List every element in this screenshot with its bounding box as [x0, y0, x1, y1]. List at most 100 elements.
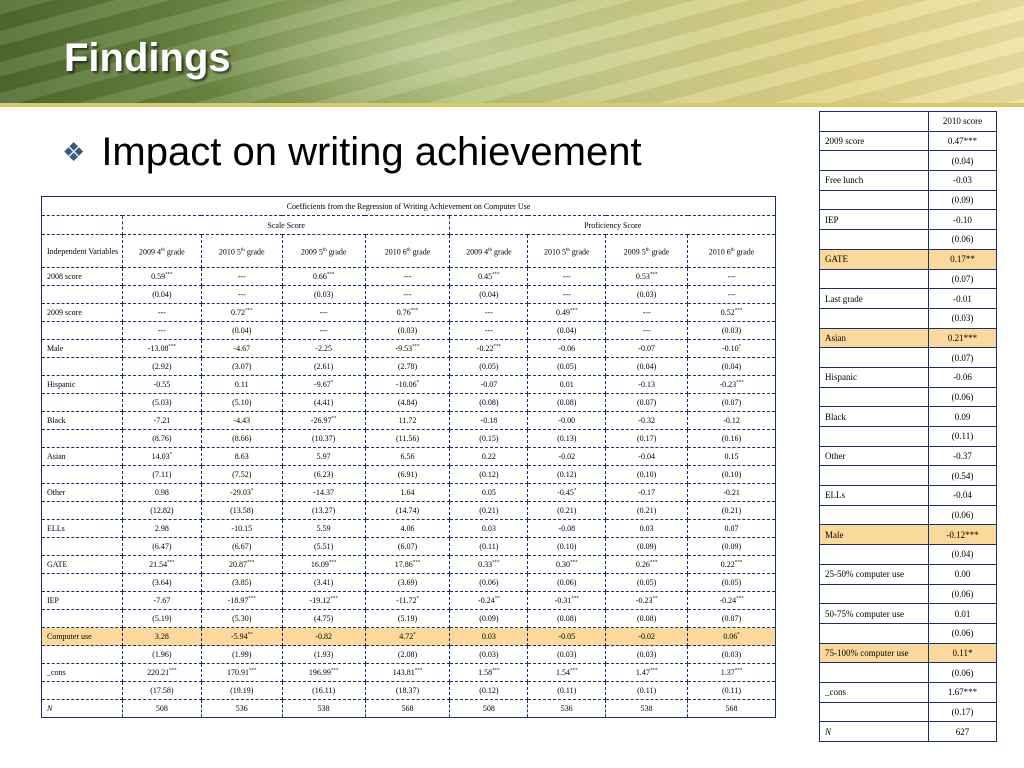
table-row: (12.82) (13.58) (13.27) (14.74) (0.21) (0.21)… — [41, 501, 776, 520]
cell-value: 508 — [155, 704, 168, 713]
table-cell: 538 — [281, 699, 366, 718]
side-table-row: (0.17) — [819, 701, 997, 723]
side-row-label: Hispanic — [819, 366, 929, 388]
side-row-value: (0.09) — [928, 189, 997, 211]
table-row: 2008 score 0.59*** --- 0.66*** --- 0.45*** ---… — [41, 267, 776, 286]
cell-value: -9.67 — [314, 380, 331, 389]
table-cell: -18.97*** — [200, 591, 283, 610]
side-row-value: (0.03) — [928, 307, 997, 329]
row-label — [41, 429, 123, 448]
column-header: 2009 5th grade — [605, 234, 689, 268]
cell-value: -13.08 — [147, 344, 169, 353]
significance-stars: ** — [652, 596, 658, 602]
table-cell: -0.24** — [449, 591, 529, 610]
side-row-value: 0.09 — [928, 406, 997, 427]
table-cell: -0.22*** — [449, 339, 529, 358]
cell-value: 4.06 — [400, 524, 415, 533]
table-cell: (0.13) — [527, 429, 607, 448]
side-row-value: (0.06) — [928, 386, 997, 408]
cell-value: 568 — [401, 704, 414, 713]
cell-value: --- — [562, 272, 571, 281]
side-table-row: GATE 0.17** — [819, 248, 997, 270]
side-header: 2010 score — [928, 111, 997, 132]
table-cell: (16.11) — [281, 681, 366, 700]
significance-stars: *** — [326, 272, 335, 278]
row-label: _cons — [41, 663, 123, 682]
table-cell: (0.08) — [527, 609, 607, 628]
table-cell: (5.10) — [200, 393, 283, 412]
table-row: Asian 14.03* 8.63 5.97 6.56 0.22 -0.02 -0.04 0.1… — [41, 447, 776, 466]
side-row-label: _cons — [819, 681, 929, 703]
cell-value: 536 — [235, 704, 248, 713]
table-cell: -0.82 — [281, 627, 366, 646]
table-cell: 0.11 — [200, 375, 283, 394]
side-row-label — [819, 426, 929, 447]
cell-value: 21.54 — [149, 560, 168, 569]
side-row-value: -0.01 — [928, 288, 997, 309]
table-cell: -26.97** — [281, 411, 366, 430]
table-cell: (0.10) — [605, 465, 689, 484]
cell-value: (0.04) — [479, 290, 499, 299]
table-cell: (3.69) — [364, 573, 451, 592]
table-row: --- (0.04) --- (0.03) --- (0.04) --- (0.03) — [41, 321, 776, 340]
table-cell: -9.67* — [281, 375, 366, 394]
cell-value: (0.12) — [557, 470, 577, 479]
cell-value: (13.58) — [230, 506, 254, 515]
table-cell: -0.07 — [449, 375, 529, 394]
cell-value: (0.21) — [721, 506, 742, 515]
side-table-row: (0.06) — [819, 583, 997, 605]
column-header-ordinal: th — [406, 247, 411, 253]
table-cell: (0.07) — [605, 393, 689, 412]
group-spacer — [41, 215, 123, 235]
cell-value: 1.64 — [400, 488, 415, 497]
significance-stars: *** — [734, 308, 743, 314]
column-header-year: 2010 6 — [384, 247, 407, 257]
cell-value: 0.72 — [231, 308, 245, 317]
side-table-row: (0.11) — [819, 426, 997, 447]
table-cell: (5.03) — [121, 393, 202, 412]
table-cell: (8.76) — [121, 429, 202, 448]
cell-value: (0.03) — [636, 290, 657, 299]
cell-value: (1.99) — [232, 650, 252, 659]
column-header: 2010 6th grade — [364, 234, 451, 268]
cell-value: (0.03) — [721, 326, 742, 335]
cell-value: -11.72 — [396, 596, 417, 605]
table-row: IEP -7.67 -18.97*** -19.12*** -11.72* -0.24**… — [41, 591, 776, 610]
table-cell: (0.03) — [281, 285, 366, 304]
column-header: 2010 5th grade — [527, 234, 607, 268]
table-cell: (0.12) — [449, 465, 529, 484]
table-cell: (6.23) — [281, 465, 366, 484]
table-cell: 3.28 — [121, 627, 202, 646]
table-cell: 0.98 — [121, 483, 202, 502]
side-row-value: 0.21*** — [928, 327, 997, 349]
cell-value: (0.05) — [557, 362, 577, 371]
column-header-label: Independent Variables — [41, 234, 123, 268]
table-cell: (6.67) — [200, 537, 283, 556]
column-header-row: Independent Variables 2009 4th grade 2010… — [41, 234, 776, 268]
column-header-suffix: grade — [569, 247, 590, 257]
side-table-row: Asian 0.21*** — [819, 327, 997, 349]
cell-value: (6.07) — [397, 542, 418, 551]
significance-stars: *** — [247, 560, 255, 566]
side-table-row: 25-50% computer use 0.00 — [819, 563, 997, 585]
side-row-value: -0.37 — [928, 445, 997, 467]
cell-value: 0.53 — [635, 272, 650, 281]
significance-stars: *** — [330, 596, 338, 602]
significance-stars: * — [250, 488, 254, 494]
cell-value: (7.52) — [232, 470, 252, 479]
cell-value: --- — [484, 326, 493, 335]
table-cell: (13.27) — [281, 501, 366, 520]
cell-value: -0.02 — [638, 632, 655, 641]
table-cell: 0.03 — [449, 519, 529, 538]
table-cell: (0.03) — [527, 645, 607, 664]
cell-value: (0.05) — [479, 362, 499, 371]
table-cell: -0.13 — [605, 375, 689, 394]
table-cell: --- — [605, 303, 689, 322]
table-cell: 0.22 — [449, 447, 529, 466]
cell-value: --- — [319, 308, 328, 317]
cell-value: (0.04) — [232, 326, 252, 335]
cell-value: 0.98 — [154, 488, 169, 497]
table-row: ELLs 2.98 -10.15 5.59 4.06 0.03 -0.08 0.03 0.07 — [41, 519, 776, 538]
cell-value: -10.15 — [231, 524, 253, 533]
table-cell: --- — [121, 321, 202, 340]
